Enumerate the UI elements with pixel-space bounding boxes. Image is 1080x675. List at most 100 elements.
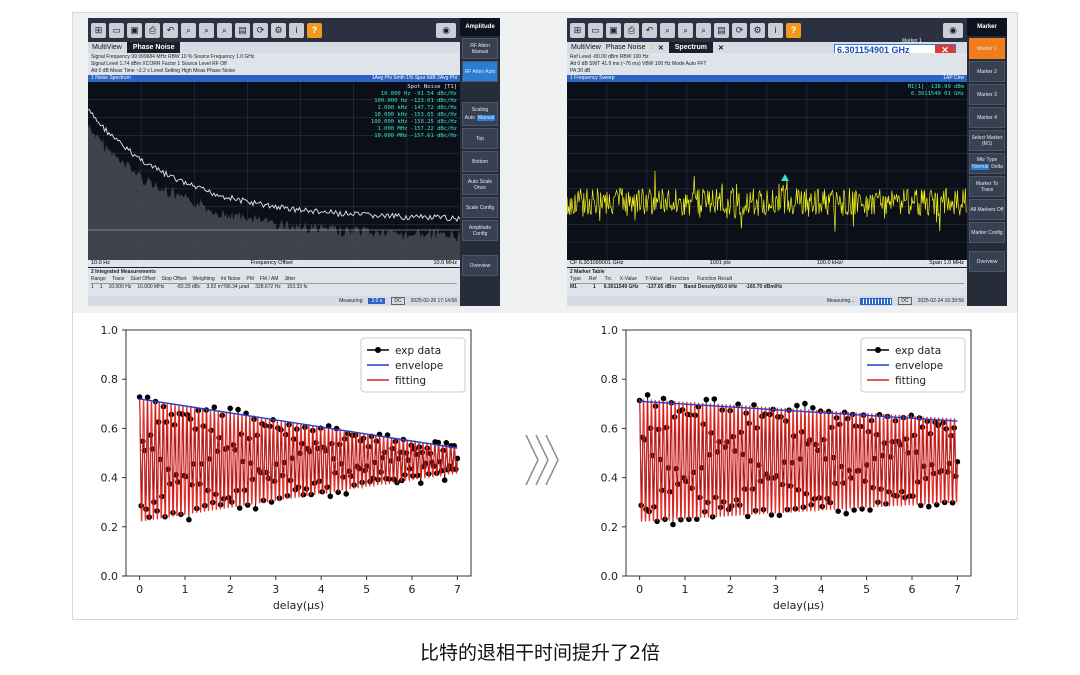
table-cell: 10.000 MHz — [137, 284, 165, 290]
zoom-icon[interactable]: ⌕ — [660, 22, 675, 38]
windows-icon[interactable]: ⊞ — [91, 22, 106, 38]
trace-title: 1 Frequency Sweep — [570, 75, 615, 81]
exp-data-point — [327, 493, 334, 500]
sequencer-icon[interactable]: ⟳ — [732, 22, 747, 38]
tab-phase-noise[interactable]: Phase Noise — [126, 42, 181, 53]
exp-data-point — [711, 396, 718, 402]
sidebar-item-auto-scale[interactable]: Auto Scale Once — [462, 174, 498, 195]
mkr-type-normal[interactable]: Normal — [971, 164, 990, 170]
envelope-line — [639, 400, 958, 422]
sidebar-item-marker-3[interactable]: Marker 3 — [969, 84, 1005, 105]
mkr-type-delta[interactable]: Delta — [991, 164, 1003, 170]
close-icon[interactable]: ✕ — [657, 44, 664, 52]
x-axis-bar: 10.0 Hz Frequency Offset 10.0 MHz — [88, 260, 460, 267]
tab-spectrum[interactable]: Spectrum — [668, 42, 714, 53]
legend-label: fitting — [895, 375, 926, 387]
config-icon[interactable]: ⚙ — [271, 22, 286, 38]
scaling-manual[interactable]: Manual — [476, 115, 496, 121]
camera-icon[interactable]: ◉ — [436, 22, 456, 38]
sidebar-item-all-markers-off[interactable]: All Markers Off — [969, 199, 1005, 220]
chart-svg: 0.0 0.2 0.4 0.6 0.8 1.0 0 1 2 3 4 5 6 7 delay(μs) exp d… — [601, 324, 972, 612]
sidebar-item-scaling[interactable]: Scaling Auto Manual — [462, 102, 498, 126]
status-text: Measuring — [339, 298, 363, 304]
sidebar-item-scale-config[interactable]: Scale Config — [462, 197, 498, 218]
help-icon[interactable]: ? — [307, 22, 322, 38]
x-tick-label: 3 — [272, 583, 279, 596]
zoom-multi-icon[interactable]: ⌕ — [199, 22, 214, 38]
spectrum-plot: M1[1] -138.99 dBm 6.3011549 01 GHz — [567, 82, 967, 260]
sidebar-item-rf-atten-auto[interactable]: RF Atten Auto — [462, 61, 498, 82]
layout-icon[interactable]: ▤ — [714, 22, 729, 38]
sidebar-item-marker-4[interactable]: Marker 4 — [969, 107, 1005, 128]
sidebar-item-marker-config[interactable]: Marker Config — [969, 222, 1005, 243]
info-icon[interactable]: i — [768, 22, 783, 38]
tab-multiview[interactable]: MultiView — [571, 44, 601, 51]
zoom-off-icon[interactable]: ⌕ — [696, 22, 711, 38]
exp-data-point — [867, 507, 873, 513]
sidebar-item-select-marker[interactable]: Select Marker (M1) — [969, 130, 1005, 151]
tab-multiview[interactable]: MultiView — [92, 44, 122, 51]
sidebar: Marker Marker 1 Marker 2 Marker 3 Marker… — [967, 18, 1007, 306]
legend-label: exp data — [895, 345, 941, 357]
marker-m1 — [781, 174, 789, 181]
config-icon[interactable]: ⚙ — [750, 22, 765, 38]
sidebar-item-amplitude-config[interactable]: Amplitude Config — [462, 220, 498, 241]
table-cell: M1 — [570, 284, 577, 290]
print-icon[interactable]: ⎙ — [145, 22, 160, 38]
exp-data-point — [441, 477, 448, 483]
x-tick-label: 7 — [454, 583, 461, 596]
save-icon[interactable]: ▣ — [127, 22, 142, 38]
table-header-cell: Ref — [588, 276, 597, 282]
status-text: Measuring... — [826, 298, 855, 304]
exp-data-point — [144, 394, 151, 401]
timestamp: 2025-02-26 17:14:56 — [410, 298, 457, 304]
sidebar-item-overview[interactable]: Overview — [462, 255, 498, 276]
help-icon[interactable]: ? — [786, 22, 801, 38]
windows-icon[interactable]: ⊞ — [570, 22, 585, 38]
sidebar-item-marker-to-trace[interactable]: Marker To Trace — [969, 176, 1005, 197]
undo-icon[interactable]: ↶ — [642, 22, 657, 38]
x-label: Frequency Offset — [250, 260, 293, 266]
zoom-off-icon[interactable]: ⌕ — [217, 22, 232, 38]
exp-data-point — [686, 516, 692, 523]
table-header-cell: Int Noise — [220, 276, 241, 282]
warning-icon: ! — [650, 44, 653, 51]
table-header-cell: FM / AM — [259, 276, 279, 282]
spot-noise-table: Spot Noise [T1] 10.000 Hz -91.54 dBc/Hz 1… — [371, 84, 457, 140]
exp-data-point — [235, 406, 241, 413]
center-frequency: CF 6.301099001 GHz — [570, 260, 624, 266]
sidebar-item-bottom[interactable]: Bottom — [462, 151, 498, 172]
sidebar-item-top[interactable]: Top — [462, 128, 498, 149]
spot-noise-header: Spot Noise [T1] — [407, 84, 457, 90]
x-tick-label: 0 — [636, 583, 643, 596]
x-axis-bar: CF 6.301099001 GHz 1001 pts 100.0 kHz/ S… — [567, 260, 967, 267]
open-icon[interactable]: ▭ — [588, 22, 603, 38]
tab-phase-noise[interactable]: Phase Noise — [605, 44, 646, 51]
div-setting: 100.0 kHz/ — [816, 260, 844, 266]
scaling-auto[interactable]: Auto — [464, 115, 475, 121]
exp-data-point — [268, 499, 275, 505]
sidebar-item-mkr-type[interactable]: Mkr Type Normal Delta — [969, 153, 1005, 174]
y-tick-label: 0.8 — [101, 373, 119, 386]
undo-icon[interactable]: ↶ — [163, 22, 178, 38]
sidebar-item-overview[interactable]: Overview — [969, 251, 1005, 272]
zoom-multi-icon[interactable]: ⌕ — [678, 22, 693, 38]
sidebar-item-marker-2[interactable]: Marker 2 — [969, 61, 1005, 82]
zoom-icon[interactable]: ⌕ — [181, 22, 196, 38]
sequencer-icon[interactable]: ⟳ — [253, 22, 268, 38]
layout-icon[interactable]: ▤ — [235, 22, 250, 38]
open-icon[interactable]: ▭ — [109, 22, 124, 38]
table-header-cell: Range — [91, 276, 106, 282]
spot-noise-row: 10.000 kHz -153.65 dBc/Hz — [374, 112, 457, 118]
spot-noise-row: 1.000 kHz -147.72 dBc/Hz — [377, 105, 457, 111]
sidebar-item-rf-atten-manual[interactable]: RF Atten Manual — [462, 38, 498, 59]
table-cell: 3.92 m°/96.34 µrad — [206, 284, 250, 290]
save-icon[interactable]: ▣ — [606, 22, 621, 38]
sidebar-item-marker-1[interactable]: Marker 1 — [969, 38, 1005, 59]
camera-icon[interactable]: ◉ — [943, 22, 963, 38]
table-cell: 328.672 Hz — [255, 284, 281, 290]
print-icon[interactable]: ⎙ — [624, 22, 639, 38]
close-icon[interactable]: ✕ — [718, 44, 724, 52]
clear-icon[interactable]: ✕ — [935, 45, 955, 55]
info-icon[interactable]: i — [289, 22, 304, 38]
